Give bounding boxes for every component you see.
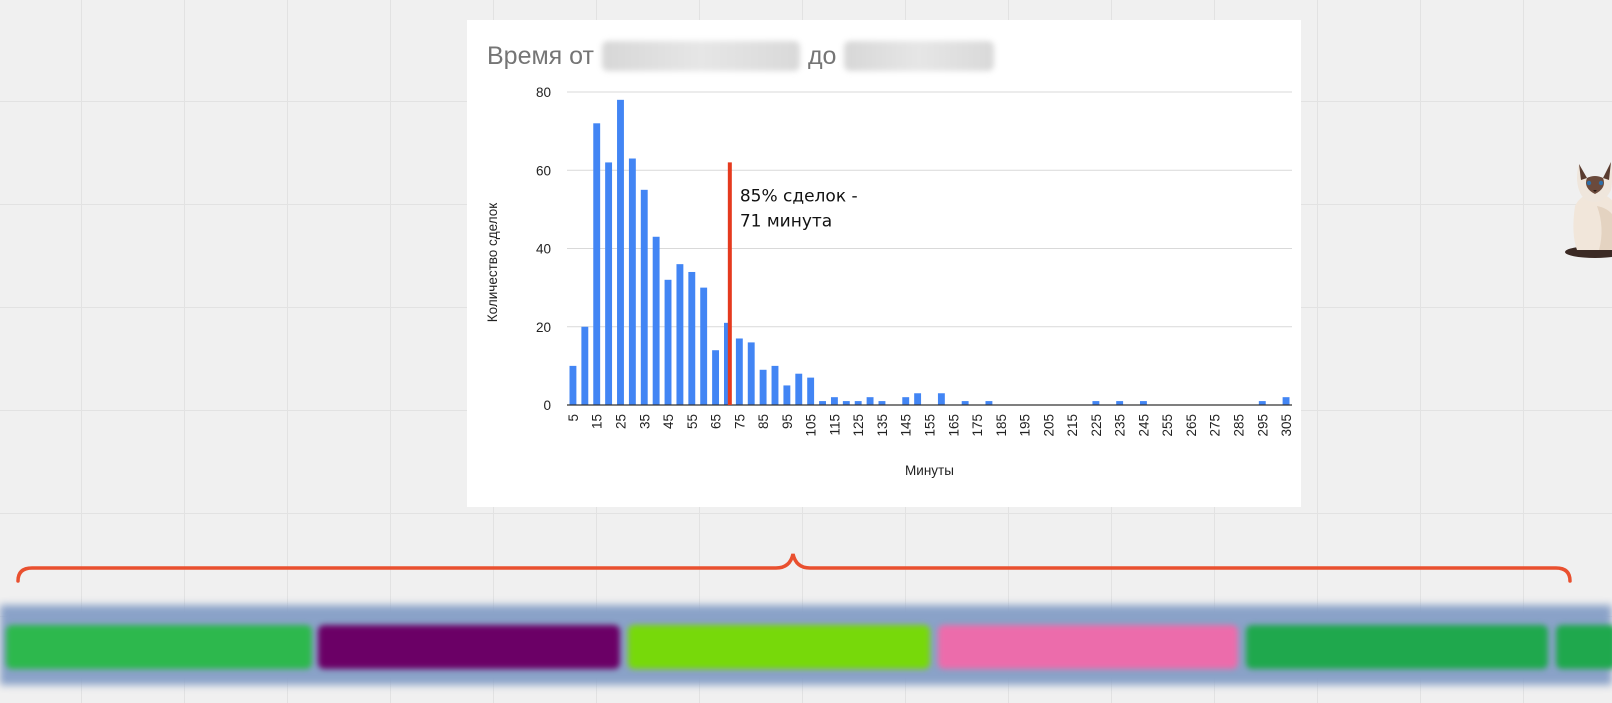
y-tick-labels: 0 20 40 60 80 [536,85,551,413]
histogram-bar [783,385,791,405]
x-tick-label: 5 [566,414,581,422]
stage-block-6 [1556,625,1612,669]
x-tick-label: 125 [851,414,866,437]
x-tick-label: 15 [590,414,605,429]
x-tick-label: 225 [1089,414,1104,437]
y-axis-label: Количество сделок [485,203,500,322]
histogram-bar [676,264,684,405]
histogram-bar [830,397,838,405]
x-tick-label: 295 [1255,414,1270,437]
histogram-bar [914,393,922,405]
chart-title-prefix: Время от [487,41,594,70]
x-tick-label: 185 [994,414,1009,437]
redacted-stage-name-from [601,41,800,71]
x-tick-label: 105 [804,414,819,437]
histogram-bar [628,158,636,405]
x-tick-label: 265 [1184,414,1199,437]
cat-image [1565,162,1612,258]
x-tick-label: 205 [1041,414,1056,437]
stage-block-5 [1246,625,1548,669]
histogram-bar [1139,401,1147,405]
histogram-bar [664,279,672,405]
histogram-bar [747,342,755,405]
histogram-bar [1116,401,1124,405]
x-tick-label: 65 [709,414,724,429]
histogram-bar [961,401,969,405]
x-tick-label: 135 [875,414,890,437]
histogram-bar [771,365,779,405]
x-tick-label: 275 [1208,414,1223,437]
curly-brace [16,553,1572,583]
histogram-bar [902,397,910,405]
chart-title: Время от до [487,38,1002,74]
histogram-bar [878,401,886,405]
annotation-line-1: 85% сделок - [740,187,858,207]
y-tick-label: 40 [536,242,551,257]
x-tick-label: 155 [923,414,938,437]
y-tick-label: 80 [536,85,551,100]
redacted-stage-name-to [844,41,995,71]
chart-title-middle: до [807,41,837,70]
x-tick-label: 35 [637,414,652,429]
x-tick-label: 45 [661,414,676,429]
histogram-bar [807,377,815,405]
x-tick-label: 25 [613,414,628,429]
y-tick-label: 0 [543,398,551,413]
histogram-bar [795,373,803,405]
histogram-bar [581,326,589,405]
x-tick-label: 75 [732,414,747,429]
histogram-bar [937,393,945,405]
annotation-line-2: 71 минута [740,212,832,232]
x-tick-label: 245 [1136,414,1151,437]
histogram-bar [617,99,624,405]
x-tick-label: 115 [827,414,842,436]
x-tick-label: 235 [1113,414,1128,437]
chart-card: Время от до 0 20 40 60 80 5 15 25 35 45 55 65 75 85 9… [467,20,1612,507]
x-tick-label: 285 [1232,414,1247,437]
histogram-bar [759,369,767,405]
histogram-bar [605,162,613,405]
stage-block-2 [318,625,620,669]
stage-block-1 [6,625,312,669]
histogram-bar [700,287,708,405]
x-tick-label: 55 [685,414,700,429]
y-tick-label: 60 [536,163,551,178]
histogram-bar [842,401,850,405]
histogram-bar [1092,401,1100,405]
histogram-bar [569,365,577,405]
histogram-bar [688,271,696,405]
x-tick-label: 85 [756,414,771,429]
histogram-bar [866,397,874,405]
histogram-chart: 0 20 40 60 80 5 15 25 35 45 55 65 75 85 95 105 115 125 13… [485,85,1294,478]
stage-block-4 [938,625,1238,669]
histogram-bar [652,236,660,405]
histogram-bar [819,401,826,405]
histogram-bar [985,401,993,405]
histogram-bar [1282,397,1290,405]
gridlines [567,91,1292,328]
histogram-bar [724,322,731,405]
stage-block-3 [628,625,930,669]
x-tick-label: 215 [1065,414,1080,437]
histogram-bar [735,338,743,405]
x-tick-label: 195 [1018,414,1033,437]
x-tick-label: 145 [899,414,914,437]
histogram-bar [854,401,862,405]
histogram-bar [712,350,720,405]
histogram-bar [593,123,601,406]
x-tick-label: 255 [1160,414,1175,437]
x-axis-label: Минуты [905,463,954,478]
histogram-bar [640,189,648,405]
y-tick-label: 20 [536,320,551,335]
histogram-bar [1258,401,1266,405]
x-tick-labels: 5 15 25 35 45 55 65 75 85 95 105 115 125 135 145 155 165… [566,414,1294,437]
x-tick-label: 95 [780,414,795,429]
x-tick-label: 165 [946,414,961,437]
x-tick-label: 175 [970,414,985,437]
x-tick-label: 305 [1279,414,1294,437]
bars [569,99,1290,406]
